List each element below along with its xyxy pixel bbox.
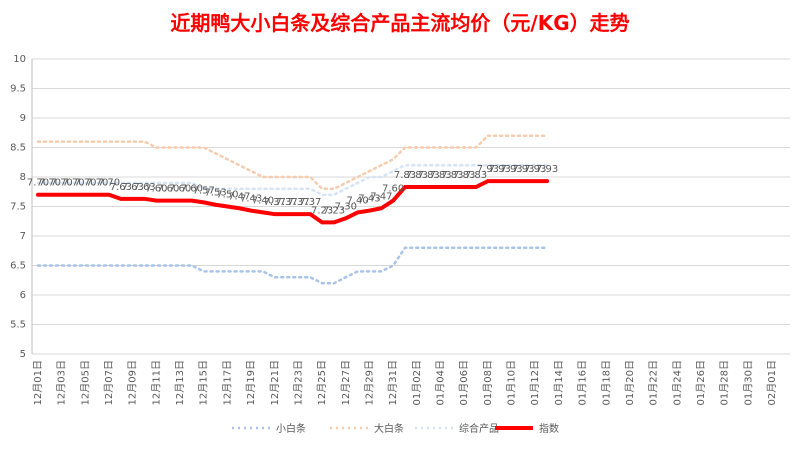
data-label: 7.40 (252, 195, 274, 206)
x-tick-label: 01月18日 (600, 360, 612, 405)
series-line (36, 163, 549, 196)
data-label: 7.93 (512, 164, 534, 175)
x-tick-label: 12月25日 (316, 360, 328, 405)
x-tick-label: 01月16日 (577, 360, 589, 405)
data-label: 7.23 (311, 205, 333, 216)
data-label: 7.83 (429, 170, 451, 181)
data-label: 7.83 (406, 170, 428, 181)
x-tick-label: 01月28日 (719, 360, 731, 405)
data-label: 7.63 (133, 182, 155, 193)
data-label: 7.70 (86, 178, 108, 189)
data-label: 7.93 (477, 164, 499, 175)
data-label: 7.43 (240, 194, 262, 205)
y-tick-label: 7 (20, 231, 26, 242)
y-tick-label: 8 (20, 172, 26, 183)
x-tick-label: 01月22日 (648, 360, 660, 405)
x-tick-label: 01月08日 (482, 360, 494, 405)
data-label: 7.47 (228, 191, 250, 202)
x-tick-label: 12月31日 (387, 360, 399, 405)
data-label: 7.83 (418, 170, 440, 181)
data-label: 7.70 (74, 178, 96, 189)
data-label: 7.60 (145, 184, 167, 195)
y-tick-label: 7.5 (10, 202, 26, 213)
x-tick-label: 01月14日 (553, 360, 565, 405)
x-tick-label: 01月06日 (458, 360, 470, 405)
data-label: 7.23 (323, 205, 345, 216)
x-tick-label: 01月12日 (529, 360, 541, 405)
legend-label: 综合产品 (459, 422, 499, 435)
x-tick-label: 01月10日 (506, 360, 518, 405)
data-label: 7.60 (181, 184, 203, 195)
data-label: 7.60 (382, 184, 404, 195)
data-label: 7.37 (299, 197, 321, 208)
data-label: 7.83 (453, 170, 475, 181)
data-label: 7.70 (27, 178, 49, 189)
x-tick-label: 12月23日 (292, 360, 304, 405)
data-label: 7.60 (169, 184, 191, 195)
x-tick-label: 01月26日 (695, 360, 707, 405)
x-tick-label: 12月27日 (340, 360, 352, 405)
y-tick-label: 5 (20, 349, 26, 360)
x-tick-label: 12月11日 (150, 360, 162, 405)
x-tick-label: 01月24日 (671, 360, 683, 405)
series-line (36, 179, 550, 225)
data-label: 7.93 (524, 164, 546, 175)
data-label: 7.93 (536, 164, 558, 175)
x-tick-label: 12月29日 (363, 360, 375, 405)
x-tick-label: 01月20日 (624, 360, 636, 405)
x-tick-label: 12月17日 (221, 360, 233, 405)
data-label: 7.70 (62, 178, 84, 189)
x-tick-label: 12月03日 (56, 360, 68, 405)
x-tick-label: 12月01日 (32, 360, 44, 405)
data-label: 7.50 (216, 190, 238, 201)
legend-label: 小白条 (276, 422, 306, 435)
data-label: 7.83 (441, 170, 463, 181)
x-tick-label: 01月04日 (435, 360, 447, 405)
data-label: 7.57 (193, 185, 215, 196)
y-tick-label: 5.5 (10, 320, 26, 331)
x-tick-label: 12月21日 (269, 360, 281, 405)
data-label: 7.60 (157, 184, 179, 195)
data-label: 7.93 (500, 164, 522, 175)
chart-title: 近期鸭大小白条及综合产品主流均价（元/KG）走势 (170, 11, 629, 35)
x-tick-label: 12月19日 (245, 360, 257, 405)
data-label: 7.37 (287, 197, 309, 208)
data-label: 7.37 (264, 197, 286, 208)
y-tick-label: 6.5 (10, 261, 26, 272)
x-tick-label: 12月15日 (198, 360, 210, 405)
x-tick-label: 12月09日 (127, 360, 139, 405)
data-label: 7.43 (358, 194, 380, 205)
data-label: 7.63 (110, 182, 132, 193)
series-line (36, 246, 549, 285)
x-tick-label: 01月02日 (411, 360, 423, 405)
y-tick-label: 8.5 (10, 143, 26, 154)
x-tick-label: 12月13日 (174, 360, 186, 405)
x-tick-label: 01月30日 (742, 360, 754, 405)
y-tick-label: 9 (20, 113, 26, 124)
data-label: 7.37 (275, 197, 297, 208)
data-label: 7.70 (98, 178, 120, 189)
series-line (36, 134, 549, 191)
data-label: 7.40 (347, 195, 369, 206)
x-tick-label: 12月05日 (79, 360, 91, 405)
legend-label: 指数 (539, 422, 559, 435)
y-tick-label: 10 (13, 54, 26, 65)
y-tick-label: 9.5 (10, 84, 26, 95)
x-tick-label: 02月01日 (766, 360, 778, 405)
data-label: 7.47 (370, 191, 392, 202)
legend-label: 大白条 (374, 422, 404, 435)
data-label: 7.70 (51, 178, 73, 189)
data-label: 7.93 (489, 164, 511, 175)
data-label: 7.83 (465, 170, 487, 181)
data-label: 7.70 (39, 178, 61, 189)
x-tick-label: 12月07日 (103, 360, 115, 405)
data-label: 7.53 (204, 188, 226, 199)
data-label: 7.83 (394, 170, 416, 181)
data-label: 7.63 (122, 182, 144, 193)
data-label: 7.30 (335, 201, 357, 212)
y-tick-label: 6 (20, 290, 26, 301)
